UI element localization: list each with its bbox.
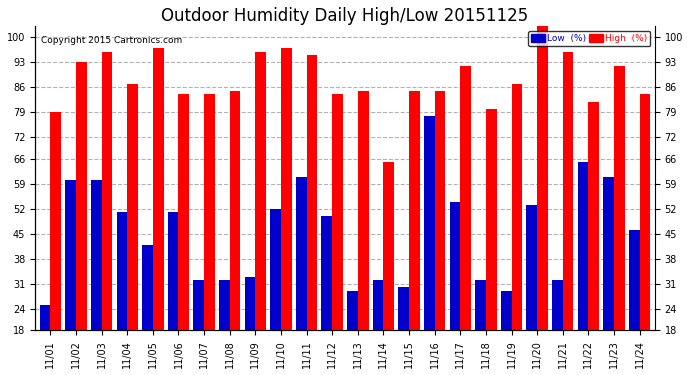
Bar — [66, 180, 76, 330]
Bar — [398, 288, 409, 330]
Bar — [449, 202, 460, 330]
Bar — [219, 280, 230, 330]
Legend: Low  (%), High  (%): Low (%), High (%) — [529, 31, 651, 45]
Bar — [168, 212, 179, 330]
Bar — [347, 291, 358, 330]
Bar — [526, 205, 537, 330]
Bar — [537, 27, 548, 330]
Bar — [296, 177, 306, 330]
Bar — [475, 280, 486, 330]
Bar — [153, 48, 164, 330]
Bar — [179, 94, 189, 330]
Bar — [629, 230, 640, 330]
Bar — [91, 180, 101, 330]
Bar — [322, 216, 332, 330]
Bar — [127, 84, 138, 330]
Bar — [435, 91, 446, 330]
Bar — [552, 280, 563, 330]
Bar — [614, 66, 624, 330]
Bar — [230, 91, 241, 330]
Bar — [578, 162, 589, 330]
Bar — [424, 116, 435, 330]
Bar — [193, 280, 204, 330]
Bar — [589, 102, 599, 330]
Bar — [603, 177, 614, 330]
Bar — [281, 48, 292, 330]
Bar — [409, 91, 420, 330]
Bar — [255, 51, 266, 330]
Bar — [358, 91, 368, 330]
Bar — [640, 94, 651, 330]
Bar — [204, 94, 215, 330]
Bar — [306, 55, 317, 330]
Bar — [244, 277, 255, 330]
Bar — [101, 51, 112, 330]
Bar — [142, 244, 153, 330]
Bar — [384, 162, 394, 330]
Bar — [39, 305, 50, 330]
Bar — [511, 84, 522, 330]
Title: Outdoor Humidity Daily High/Low 20151125: Outdoor Humidity Daily High/Low 20151125 — [161, 7, 529, 25]
Bar — [460, 66, 471, 330]
Bar — [270, 209, 281, 330]
Text: Copyright 2015 Cartronics.com: Copyright 2015 Cartronics.com — [41, 36, 182, 45]
Bar — [76, 62, 87, 330]
Bar — [117, 212, 127, 330]
Bar — [50, 112, 61, 330]
Bar — [332, 94, 343, 330]
Bar — [373, 280, 384, 330]
Bar — [486, 109, 497, 330]
Bar — [563, 51, 573, 330]
Bar — [501, 291, 511, 330]
